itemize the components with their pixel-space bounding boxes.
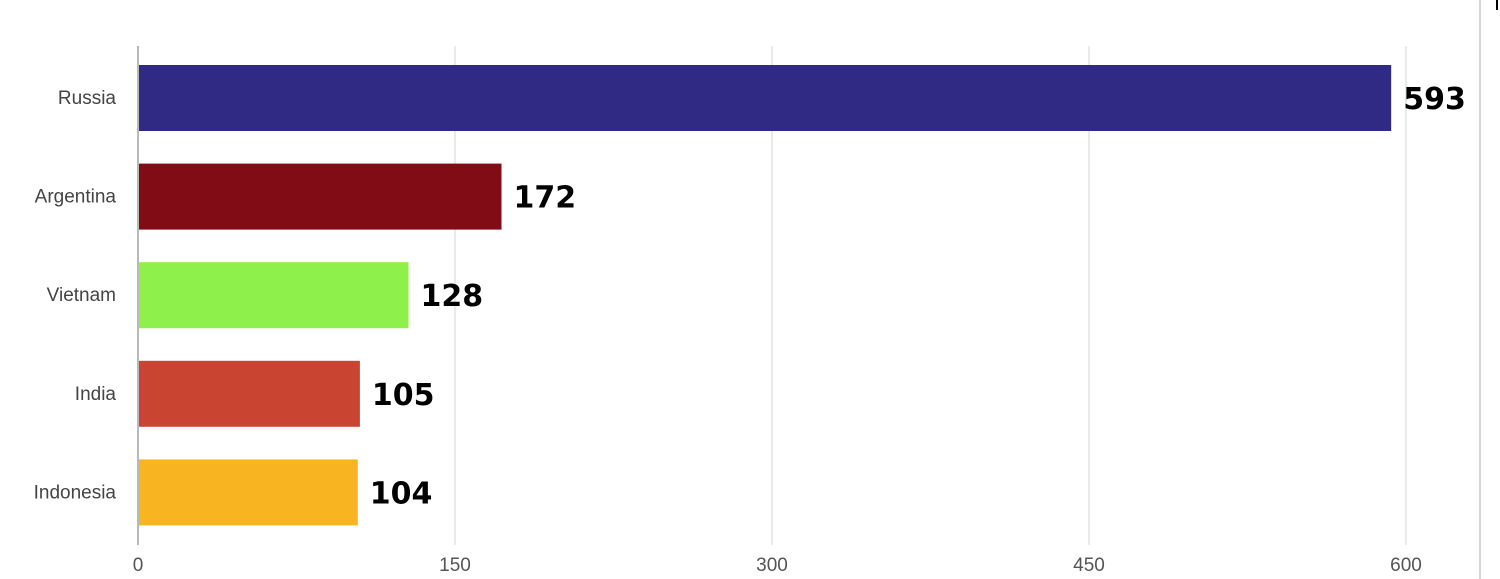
category-label: Argentina [35,187,117,208]
bar [138,163,502,230]
value-labels: 593 172 128 105 104 [370,82,1466,511]
x-tick-label: 0 [133,555,144,576]
x-tick-label: 450 [1073,555,1105,576]
bar [138,65,1392,131]
data-label: 104 [370,476,433,511]
category-label: India [75,384,117,405]
x-tick-label: 300 [756,555,788,576]
data-label: 105 [372,378,435,413]
data-label: 593 [1403,82,1466,117]
x-tick-labels: 0 150 300 450 600 [133,555,1422,576]
bar [138,459,358,526]
category-label: Vietnam [47,285,116,306]
data-label: 172 [513,181,576,216]
x-tick-label: 150 [439,555,471,576]
category-label: Indonesia [34,482,117,503]
bar [138,360,360,427]
bar-layer [138,65,1392,526]
category-label: Russia [58,88,117,109]
bar [138,262,409,329]
data-label: 128 [421,279,484,314]
category-labels: Russia Argentina Vietnam India Indonesia [34,88,117,503]
x-tick-label: 600 [1390,555,1422,576]
